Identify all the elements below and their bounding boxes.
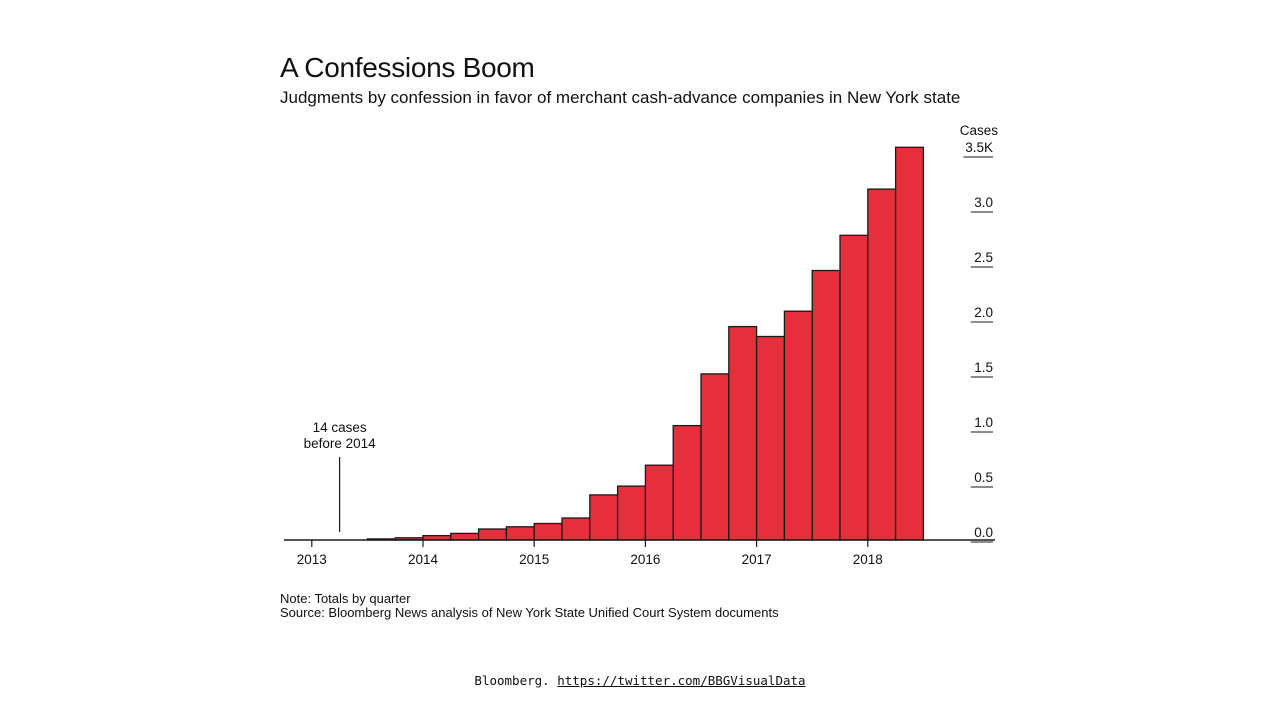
bar-2018-q2 bbox=[867, 188, 897, 541]
y-axis-title: Cases bbox=[960, 123, 999, 138]
annotation-text: before 2014 bbox=[304, 436, 377, 451]
x-tick-label: 2018 bbox=[853, 552, 883, 567]
bar-2016-q2 bbox=[644, 464, 674, 541]
x-tick-label: 2014 bbox=[408, 552, 439, 567]
x-tick-label: 2017 bbox=[742, 552, 772, 567]
y-tick-label: 1.5 bbox=[974, 360, 993, 375]
y-tick-label: 3.0 bbox=[974, 195, 993, 210]
chart-title: A Confessions Boom bbox=[280, 52, 535, 83]
chart-subtitle: Judgments by confession in favor of merc… bbox=[280, 88, 961, 107]
chart-note: Note: Totals by quarter bbox=[280, 591, 411, 606]
bar-2014-q4 bbox=[477, 528, 508, 541]
x-tick-label: 2016 bbox=[630, 552, 660, 567]
bar-2016-q4 bbox=[700, 373, 730, 541]
bar-2017-q3 bbox=[783, 310, 813, 541]
bar-2014-q3 bbox=[450, 532, 480, 541]
chart-source: Source: Bloomberg News analysis of New Y… bbox=[280, 605, 779, 620]
bar-2015-q2 bbox=[533, 522, 563, 541]
y-tick-label: 2.0 bbox=[974, 305, 993, 320]
x-tick-label: 2015 bbox=[519, 552, 549, 567]
credit-link[interactable]: https://twitter.com/BBGVisualData bbox=[557, 673, 806, 688]
bar-2016-q3 bbox=[672, 424, 702, 541]
bar-2017-q2 bbox=[755, 335, 786, 541]
y-tick-label: 1.0 bbox=[974, 415, 993, 430]
y-tick-label: 2.5 bbox=[974, 250, 993, 265]
y-tick-label: 3.5K bbox=[965, 140, 993, 155]
credit-line: Bloomberg. https://twitter.com/BBGVisual… bbox=[0, 673, 1280, 688]
bar-2018-q3 bbox=[894, 146, 925, 541]
bar-2015-q1 bbox=[505, 526, 535, 541]
bar-2015-q3 bbox=[561, 517, 591, 541]
bar-2017-q4 bbox=[811, 269, 841, 541]
x-tick-label: 2013 bbox=[297, 552, 327, 567]
bar-2018-q1 bbox=[839, 234, 869, 541]
bar-2016-q1 bbox=[616, 485, 647, 541]
bar-2017-q1 bbox=[728, 325, 758, 541]
y-axis: Cases 3.5K 3.0 2.5 2.0 1.5 1.0 0.5 0.0 bbox=[960, 123, 999, 543]
y-tick-label: 0.0 bbox=[974, 525, 993, 540]
y-tick-label: 0.5 bbox=[974, 470, 993, 485]
x-axis-ticks: 2013 2014 2015 2016 2017 2018 bbox=[297, 540, 883, 567]
annotation-text: 14 cases bbox=[313, 420, 367, 435]
credit-prefix: Bloomberg. bbox=[474, 673, 550, 688]
bar-2015-q4 bbox=[589, 494, 619, 541]
bars-group bbox=[366, 146, 925, 541]
